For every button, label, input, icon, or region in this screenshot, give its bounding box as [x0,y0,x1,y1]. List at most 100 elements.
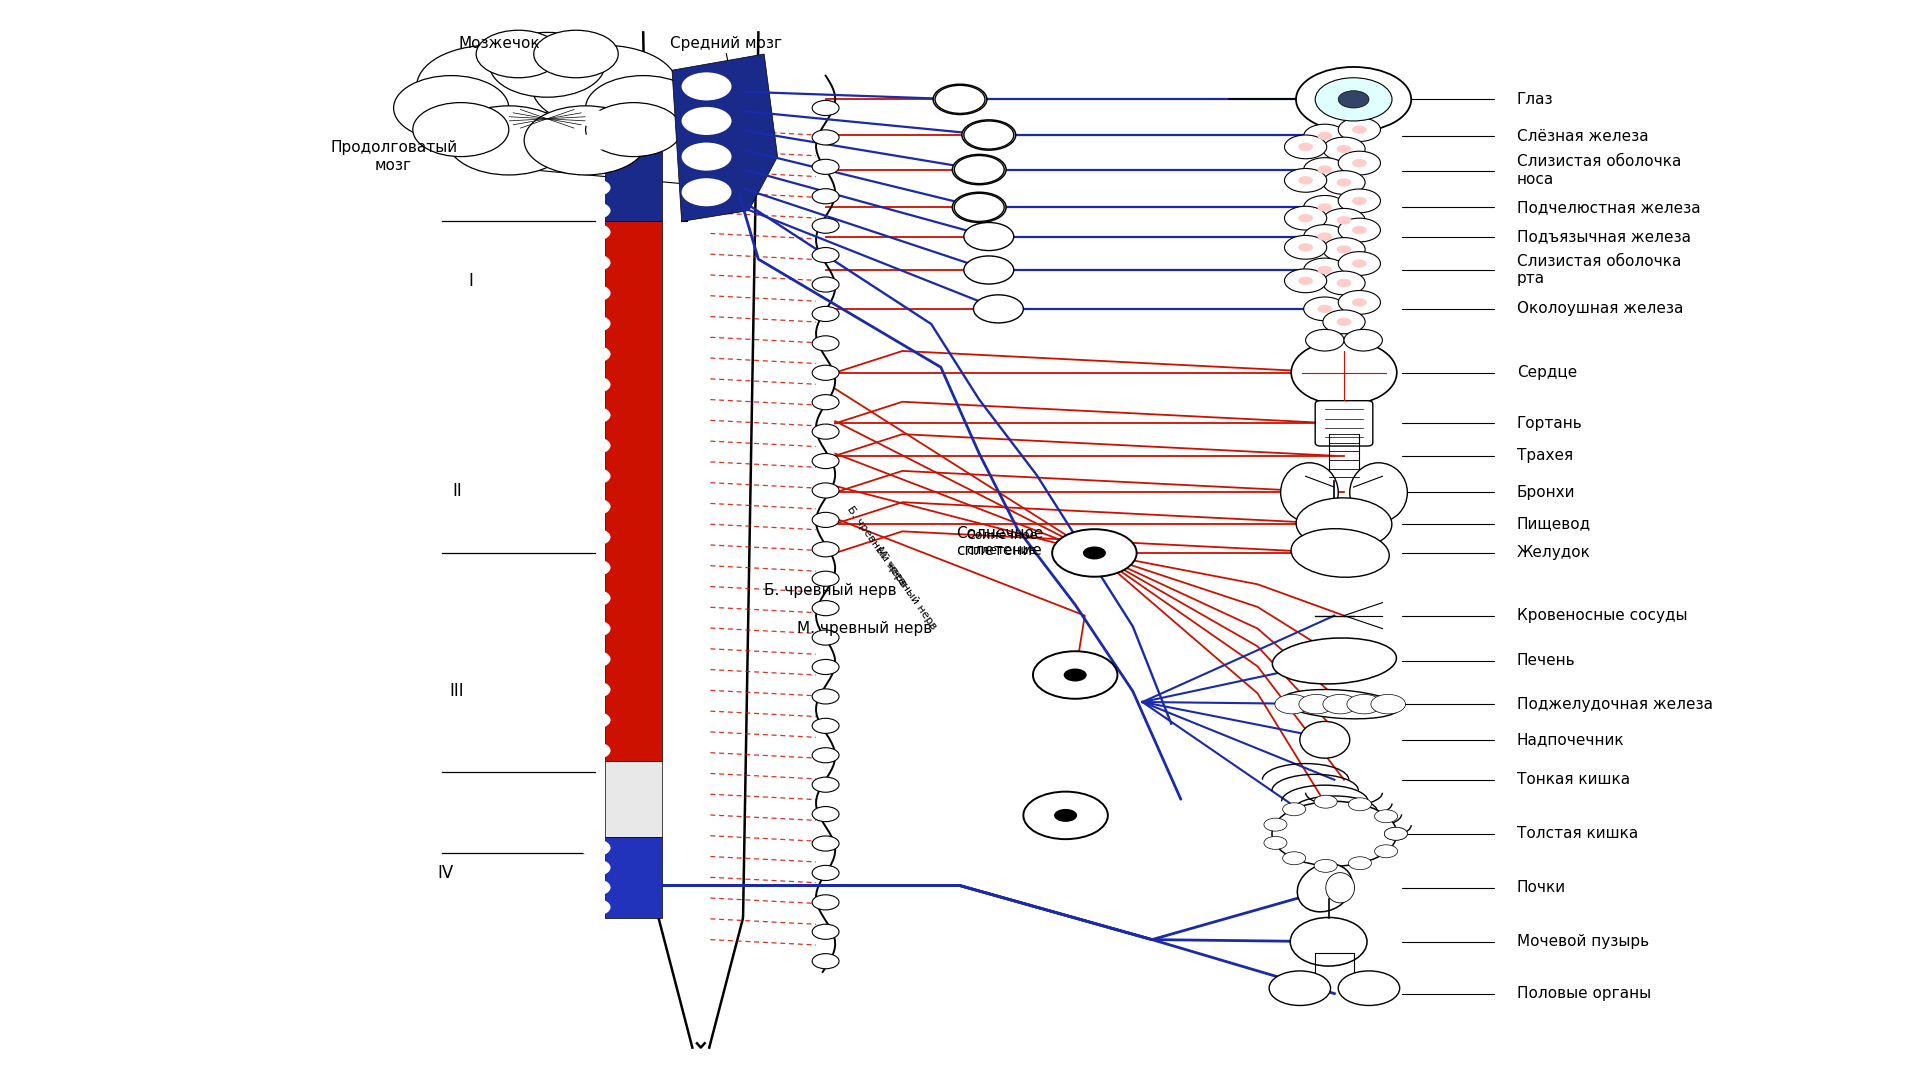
Circle shape [1323,271,1365,295]
Circle shape [1384,827,1407,840]
Circle shape [812,954,839,969]
Text: Слизистая оболочка
рта: Слизистая оболочка рта [1517,254,1682,286]
Circle shape [812,307,839,322]
Text: Гортань: Гортань [1517,416,1582,431]
Circle shape [1313,795,1336,808]
Circle shape [580,879,611,896]
Circle shape [1064,669,1087,681]
Circle shape [812,512,839,527]
Circle shape [580,681,611,699]
Circle shape [1371,694,1405,714]
Bar [605,837,662,918]
Circle shape [1346,694,1380,714]
Circle shape [1296,67,1411,132]
Circle shape [1284,135,1327,159]
Circle shape [580,315,611,333]
Circle shape [812,571,839,586]
Circle shape [1052,529,1137,577]
Circle shape [447,106,570,175]
Text: Мочевой пузырь: Мочевой пузырь [1517,934,1649,949]
Circle shape [812,747,839,762]
Text: Тонкая кишка: Тонкая кишка [1517,772,1630,787]
Circle shape [812,600,839,616]
Circle shape [812,778,839,793]
Text: Бронхи: Бронхи [1517,485,1574,500]
Circle shape [580,224,611,241]
Circle shape [812,218,839,233]
Ellipse shape [1325,873,1356,903]
Ellipse shape [1300,721,1350,758]
Text: Б. чревный нерв: Б. чревный нерв [845,504,908,589]
Circle shape [1304,158,1346,181]
Circle shape [1384,827,1407,840]
Circle shape [394,76,509,140]
Circle shape [586,103,682,157]
Circle shape [812,159,839,174]
Circle shape [1284,168,1327,192]
Text: Слёзная железа: Слёзная железа [1517,129,1649,144]
Ellipse shape [1281,689,1400,719]
Circle shape [1323,137,1365,161]
Ellipse shape [1290,917,1367,966]
Circle shape [580,650,611,667]
Circle shape [580,742,611,759]
Circle shape [964,256,1014,284]
Circle shape [812,895,839,910]
Circle shape [413,103,509,157]
Circle shape [1352,197,1367,205]
Ellipse shape [1281,462,1338,522]
Circle shape [447,52,647,164]
Text: IV: IV [438,864,453,881]
Circle shape [1023,792,1108,839]
Circle shape [1304,124,1346,148]
Circle shape [1317,132,1332,140]
Circle shape [1304,195,1346,219]
Circle shape [1284,235,1327,259]
Circle shape [1263,819,1286,832]
Circle shape [1275,694,1309,714]
Circle shape [812,660,839,675]
Circle shape [534,30,618,78]
Circle shape [1375,810,1398,823]
Circle shape [812,276,839,292]
Circle shape [1338,971,1400,1005]
Circle shape [812,865,839,880]
Text: Печень: Печень [1517,653,1576,669]
Ellipse shape [1290,528,1390,578]
Ellipse shape [1271,801,1396,866]
Circle shape [812,394,839,409]
Circle shape [524,106,647,175]
Circle shape [580,202,611,219]
Circle shape [1300,694,1332,714]
Circle shape [1269,971,1331,1005]
Bar [605,221,662,761]
Circle shape [490,32,605,97]
Text: Толстая кишка: Толстая кишка [1517,826,1638,841]
Circle shape [1336,178,1352,187]
Circle shape [1352,226,1367,234]
Circle shape [580,559,611,577]
Ellipse shape [1273,638,1396,684]
Circle shape [1323,208,1365,232]
Text: Надпочечник: Надпочечник [1517,732,1624,747]
Bar [605,761,662,837]
Circle shape [812,718,839,733]
Circle shape [812,630,839,645]
Text: Продолговатый
мозг: Продолговатый мозг [330,140,457,173]
Circle shape [1298,143,1313,151]
Circle shape [580,110,611,127]
Circle shape [1263,836,1286,849]
Circle shape [586,76,701,140]
Text: Подчелюстная железа: Подчелюстная железа [1517,200,1701,215]
Circle shape [812,542,839,557]
Circle shape [1298,214,1313,222]
Circle shape [1348,798,1371,811]
Circle shape [580,254,611,271]
Ellipse shape [1350,462,1407,522]
Circle shape [812,189,839,204]
Circle shape [1338,252,1380,275]
Circle shape [812,807,839,822]
Circle shape [580,859,611,876]
Circle shape [1336,279,1352,287]
Circle shape [812,689,839,704]
